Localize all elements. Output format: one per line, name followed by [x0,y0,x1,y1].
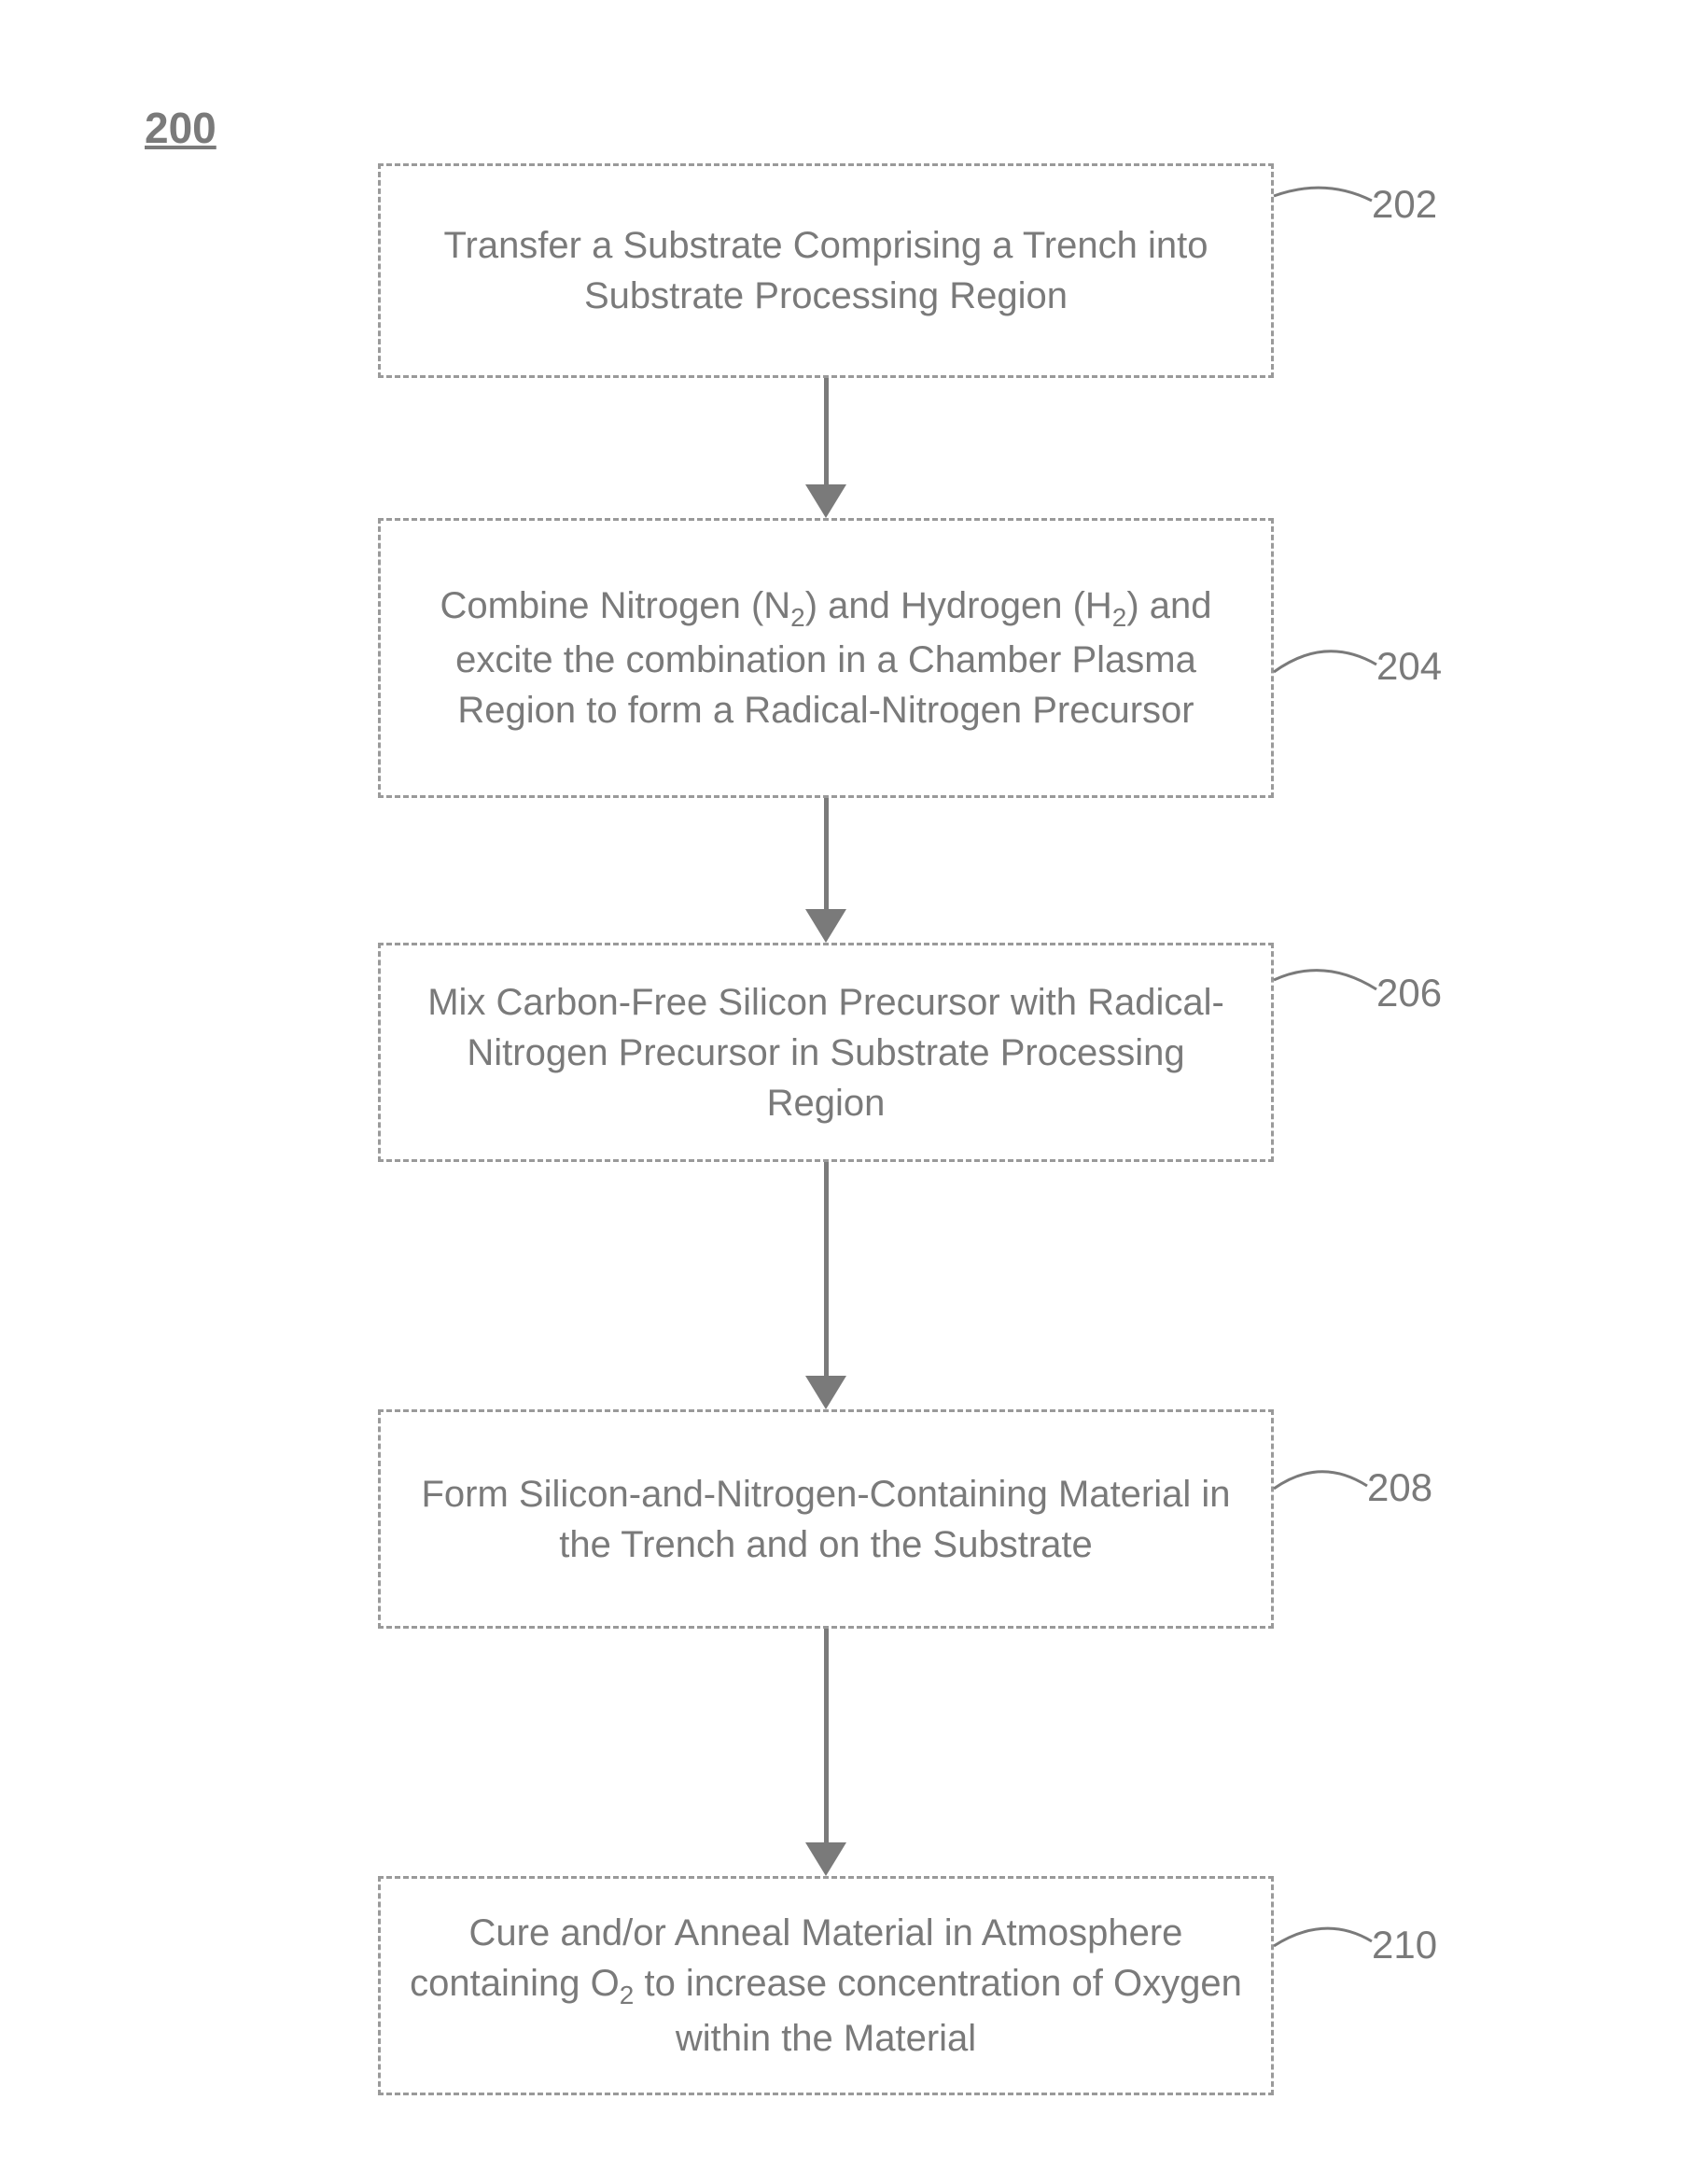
flow-step-210: Cure and/or Anneal Material in Atmospher… [378,1876,1274,2095]
arrow-head-icon [805,1376,846,1409]
leader-line [1269,1909,1376,1951]
reference-label-206: 206 [1376,971,1442,1015]
leader-line [1269,173,1376,205]
arrow-shaft [824,798,829,909]
flow-step-202: Transfer a Substrate Comprising a Trench… [378,163,1274,378]
arrow-shaft [824,378,829,484]
leader-line [1269,952,1381,994]
flow-step-text: Combine Nitrogen (N2) and Hydrogen (H2) … [409,581,1243,736]
flow-step-text: Form Silicon-and-Nitrogen-Containing Mat… [409,1469,1243,1570]
reference-label-210: 210 [1372,1923,1437,1967]
flow-step-208: Form Silicon-and-Nitrogen-Containing Mat… [378,1409,1274,1629]
flow-step-text: Mix Carbon-Free Silicon Precursor with R… [409,977,1243,1128]
arrow-head-icon [805,909,846,943]
flow-step-text: Cure and/or Anneal Material in Atmospher… [409,1908,1243,2064]
reference-label-208: 208 [1367,1465,1432,1510]
arrow-shaft [824,1629,829,1842]
arrow-shaft [824,1162,829,1376]
flow-step-text: Transfer a Substrate Comprising a Trench… [409,220,1243,321]
arrow-head-icon [805,1842,846,1876]
leader-line [1269,1451,1372,1493]
leader-line [1269,630,1381,677]
flow-step-204: Combine Nitrogen (N2) and Hydrogen (H2) … [378,518,1274,798]
reference-label-202: 202 [1372,182,1437,227]
flowchart-canvas: 200 Transfer a Substrate Comprising a Tr… [0,0,1690,2184]
reference-label-204: 204 [1376,644,1442,689]
flow-step-206: Mix Carbon-Free Silicon Precursor with R… [378,943,1274,1162]
figure-number: 200 [145,103,216,153]
arrow-head-icon [805,484,846,518]
